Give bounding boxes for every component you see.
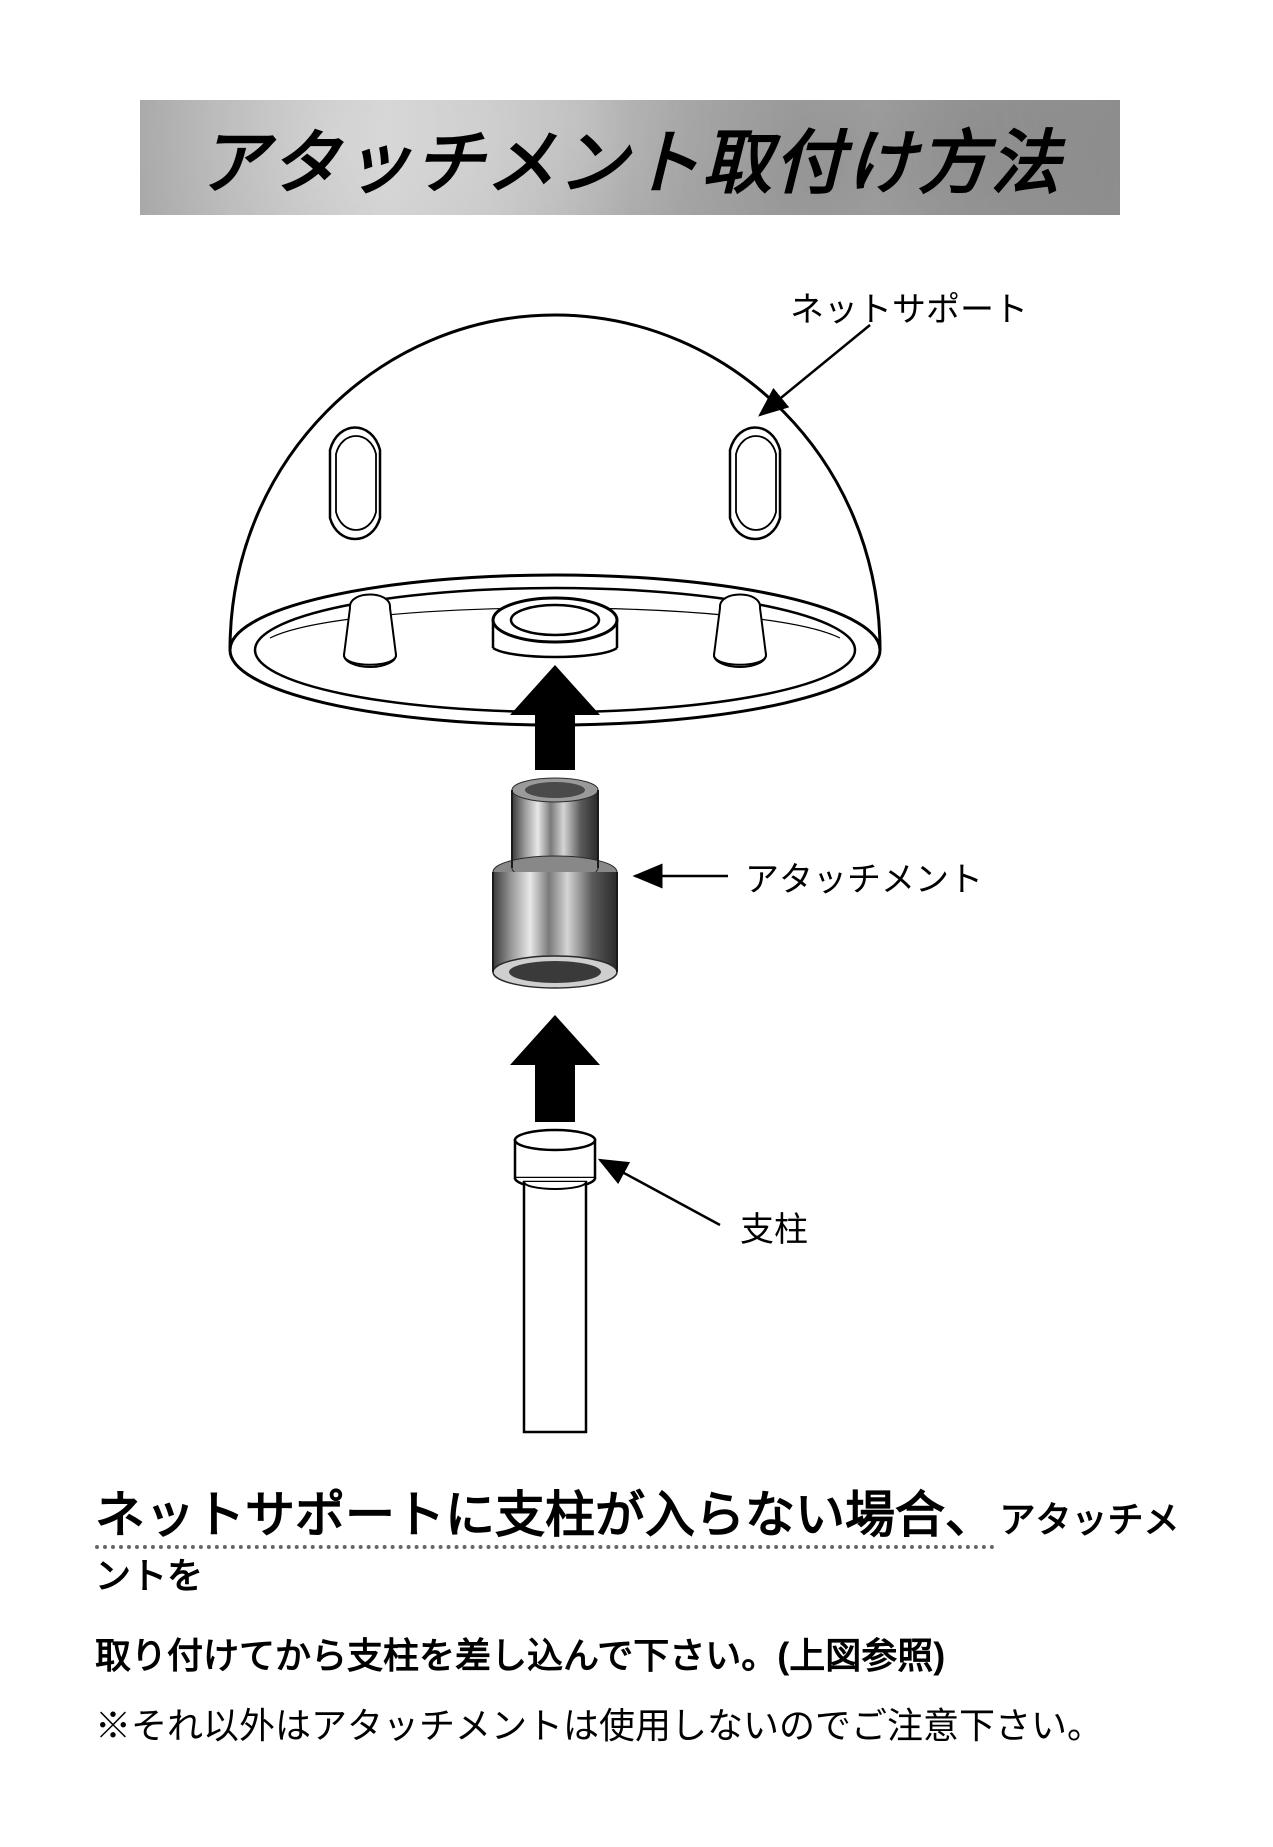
diagram-svg: [0, 260, 1273, 1440]
instruction-text: ネットサポートに支柱が入らない場合、 アタッチメントを 取り付けてから支柱を差し…: [95, 1475, 1195, 1749]
net-support-part: [230, 315, 880, 725]
callout-line-net-support: [760, 325, 870, 415]
attachment-part: [493, 778, 617, 988]
assembly-diagram: ネットサポート アタッチメント 支柱: [0, 260, 1273, 1440]
label-attachment: アタッチメント: [745, 852, 983, 901]
page-title: アタッチメント取付け方法: [198, 107, 1062, 208]
instruction-page: アタッチメント取付け方法: [0, 0, 1273, 1847]
assembly-arrow-bottom: [510, 1015, 600, 1122]
pole-part: [515, 1130, 595, 1432]
instruction-headline: ネットサポートに支柱が入らない場合、: [95, 1487, 995, 1549]
title-banner: アタッチメント取付け方法: [140, 100, 1120, 215]
label-net-support: ネットサポート: [790, 282, 1028, 331]
instruction-line2: 取り付けてから支柱を差し込んで下さい。(上図参照): [95, 1627, 1195, 1679]
instruction-line1: ネットサポートに支柱が入らない場合、 アタッチメントを: [95, 1475, 1195, 1599]
callout-line-pole: [600, 1160, 720, 1225]
instruction-line3: ※それ以外はアタッチメントは使用しないのでご注意下さい。: [95, 1697, 1195, 1749]
label-pole: 支柱: [740, 1202, 808, 1251]
